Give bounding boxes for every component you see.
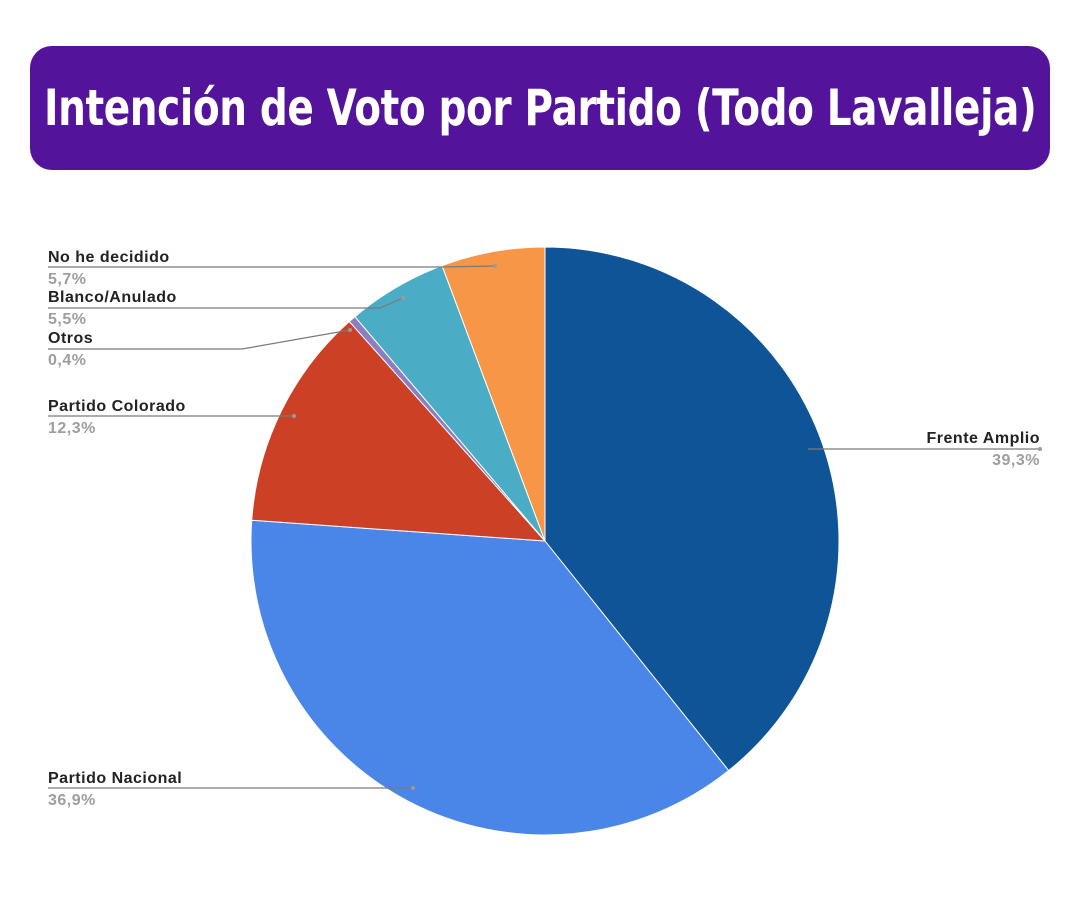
leader-dot-partido-nacional xyxy=(411,786,415,790)
slice-label-no-he-decidido: No he decidido xyxy=(48,249,170,266)
slice-value-blanco-anulado: 5,5% xyxy=(48,311,86,328)
slice-value-frente-amplio: 39,3% xyxy=(992,452,1040,469)
pie-slice-partido-colorado xyxy=(251,320,547,542)
leader-line-no-he-decidido xyxy=(48,265,496,268)
chart-title: Intención de Voto por Partido (Todo Lava… xyxy=(43,79,1037,137)
slice-value-partido-nacional: 36,9% xyxy=(48,792,96,809)
pie-slice-frente-amplio xyxy=(544,246,840,772)
slice-label-otros: Otros xyxy=(48,330,93,347)
leader-line-otros xyxy=(48,329,351,350)
pie-slice-no-he-decidido xyxy=(441,246,546,542)
pie-labels: Frente Amplio 39,3% Partido Nacional 36,9% P… xyxy=(48,249,1042,809)
leader-dot-frente-amplio xyxy=(1038,447,1042,451)
slice-value-otros: 0,4% xyxy=(48,352,86,369)
title-banner: Intención de Voto por Partido (Todo Lava… xyxy=(30,46,1050,170)
slice-label-partido-colorado: Partido Colorado xyxy=(48,398,186,415)
slice-label-partido-nacional: Partido Nacional xyxy=(48,770,182,787)
leader-dot-no-he-decidido xyxy=(493,264,497,268)
slice-label-frente-amplio: Frente Amplio xyxy=(927,430,1040,447)
slice-value-partido-colorado: 12,3% xyxy=(48,420,96,437)
leader-line-blanco-anulado xyxy=(48,297,404,309)
leader-dot-partido-colorado xyxy=(292,414,296,418)
slice-label-blanco-anulado: Blanco/Anulado xyxy=(48,289,177,306)
leader-dot-blanco-anulado xyxy=(401,296,405,300)
pie-slice-partido-nacional xyxy=(250,519,730,836)
slice-value-no-he-decidido: 5,7% xyxy=(48,271,86,288)
pie-slices xyxy=(250,246,840,836)
leader-dot-otros xyxy=(348,328,352,332)
